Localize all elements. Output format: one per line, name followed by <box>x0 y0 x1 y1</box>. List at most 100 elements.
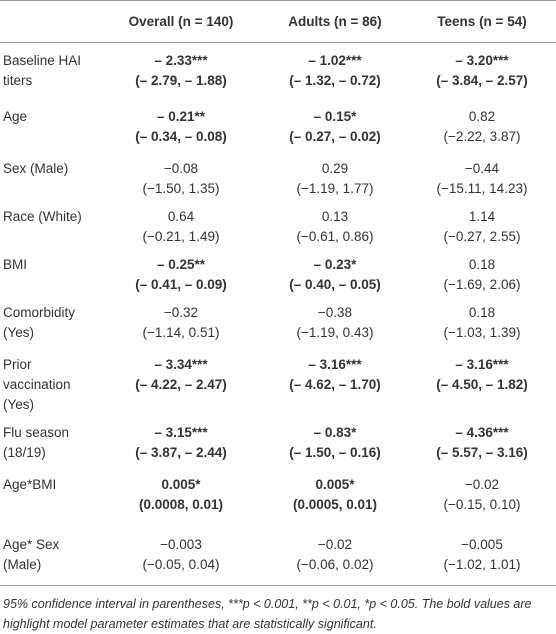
confidence-interval: (−1.19, 1.77) <box>296 180 374 196</box>
cell: – 0.15* (– 0.27, – 0.02) <box>262 99 408 151</box>
footnote: 95% confidence interval in parentheses, … <box>0 584 556 634</box>
cell: – 0.25** (– 0.41, – 0.09) <box>100 247 262 295</box>
confidence-interval: (−15.11, 14.23) <box>436 180 528 196</box>
confidence-interval: (−1.19, 0.43) <box>296 324 374 340</box>
cell: – 0.21** (– 0.34, – 0.08) <box>100 99 262 151</box>
estimate: 0.64 <box>167 208 195 224</box>
cell: – 1.02*** (– 1.32, – 0.72) <box>262 43 408 99</box>
table-row: BMI – 0.25** (– 0.41, – 0.09) – 0.23* (– 0.4… <box>0 247 556 295</box>
table-row: Age* Sex (Male) −0.003 (−0.05, 0.04) −0.02 (… <box>0 527 556 579</box>
estimate: −0.32 <box>163 304 199 320</box>
confidence-interval: (−0.21, 1.49) <box>142 228 220 244</box>
estimate: −0.44 <box>464 160 500 176</box>
estimate: −0.003 <box>160 536 202 552</box>
cell: – 3.16*** (– 4.50, – 1.82) <box>408 347 556 415</box>
cell: 0.29 (−1.19, 1.77) <box>262 151 408 199</box>
estimate: – 0.23* <box>313 256 357 272</box>
estimate: 0.18 <box>468 256 496 272</box>
confidence-interval: (−1.50, 1.35) <box>142 180 220 196</box>
cell: −0.44 (−15.11, 14.23) <box>408 151 556 199</box>
estimate: −0.02 <box>317 536 353 552</box>
table-row: Age – 0.21** (– 0.34, – 0.08) – 0.15* (– 0.2… <box>0 99 556 151</box>
estimate: – 3.16*** <box>455 356 509 372</box>
estimate: – 3.16*** <box>308 356 362 372</box>
estimate: – 1.02*** <box>308 53 362 68</box>
table-row: Age*BMI 0.005* (0.0008, 0.01) 0.005* (0.0005… <box>0 467 556 527</box>
confidence-interval: (– 1.50, – 0.16) <box>289 444 381 460</box>
column-header: Adults (n = 86) <box>262 0 408 43</box>
cell: – 3.20*** (– 3.84, – 2.57) <box>408 43 556 99</box>
confidence-interval: (−0.61, 0.86) <box>296 228 374 244</box>
estimate: 0.29 <box>321 160 349 176</box>
estimate: 1.14 <box>468 208 496 224</box>
cell: 0.64 (−0.21, 1.49) <box>100 199 262 247</box>
confidence-interval: (−1.14, 0.51) <box>142 324 220 340</box>
cell: – 3.34*** (– 4.22, – 2.47) <box>100 347 262 415</box>
confidence-interval: (– 4.62, – 1.70) <box>289 376 381 392</box>
estimate: – 3.34*** <box>154 356 208 372</box>
confidence-interval: (−2.22, 3.87) <box>443 128 521 144</box>
confidence-interval: (– 3.84, – 2.57) <box>436 73 528 88</box>
estimate: 0.005* <box>315 476 355 492</box>
confidence-interval: (– 5.57, – 3.16) <box>436 444 528 460</box>
confidence-interval: (– 3.87, – 2.44) <box>135 444 227 460</box>
confidence-interval: (−1.02, 1.01) <box>443 556 521 572</box>
cell: −0.005 (−1.02, 1.01) <box>408 527 556 579</box>
estimate: 0.82 <box>468 108 496 124</box>
estimate: – 0.83* <box>313 424 357 440</box>
estimate: −0.38 <box>317 304 353 320</box>
row-label: Race (White) <box>3 208 82 224</box>
estimate: 0.005* <box>161 476 201 492</box>
row-label: Age*BMI <box>3 476 57 492</box>
confidence-interval: (– 0.40, – 0.05) <box>289 276 381 292</box>
estimate: – 0.15* <box>313 108 357 124</box>
estimate: – 2.33*** <box>154 53 208 68</box>
cell: −0.32 (−1.14, 0.51) <box>100 295 262 347</box>
cell: −0.02 (−0.06, 0.02) <box>262 527 408 579</box>
cell: 0.18 (−1.69, 2.06) <box>408 247 556 295</box>
estimate: – 0.21** <box>156 108 206 124</box>
column-header: Teens (n = 54) <box>408 0 556 43</box>
estimate: – 3.15*** <box>154 424 208 440</box>
estimate: – 0.25** <box>156 256 206 272</box>
confidence-interval: (– 0.27, – 0.02) <box>289 128 381 144</box>
estimate: 0.18 <box>468 304 496 320</box>
row-label: Sex (Male) <box>3 160 69 176</box>
cell: 0.13 (−0.61, 0.86) <box>262 199 408 247</box>
cell: −0.38 (−1.19, 0.43) <box>262 295 408 347</box>
cell: – 3.15*** (– 3.87, – 2.44) <box>100 415 262 467</box>
estimate: −0.02 <box>464 476 500 492</box>
confidence-interval: (−0.27, 2.55) <box>443 228 521 244</box>
column-header <box>0 0 100 43</box>
estimate: 0.13 <box>321 208 349 224</box>
confidence-interval: (0.0008, 0.01) <box>138 496 224 512</box>
confidence-interval: (−0.06, 0.02) <box>296 556 374 572</box>
confidence-interval: (0.0005, 0.01) <box>292 496 378 512</box>
estimate: – 4.36*** <box>455 424 509 440</box>
column-header: Overall (n = 140) <box>100 0 262 43</box>
cell: −0.003 (−0.05, 0.04) <box>100 527 262 579</box>
table-row: Baseline HAI titers – 2.33*** (– 2.79, – 1… <box>0 43 556 99</box>
cell: – 2.33*** (– 2.79, – 1.88) <box>100 43 262 99</box>
row-label: Flu season (18/19) <box>3 424 70 460</box>
table-row: Race (White) 0.64 (−0.21, 1.49) 0.13 (−0.61,… <box>0 199 556 247</box>
table-row: Comorbidity (Yes) −0.32 (−1.14, 0.51) −0.38… <box>0 295 556 347</box>
cell: – 0.83* (– 1.50, – 0.16) <box>262 415 408 467</box>
cell: – 4.36*** (– 5.57, – 3.16) <box>408 415 556 467</box>
table-row: Sex (Male) −0.08 (−1.50, 1.35) 0.29 (−1.19, … <box>0 151 556 199</box>
cell: 0.005* (0.0008, 0.01) <box>100 467 262 527</box>
estimate: −0.08 <box>163 160 199 176</box>
table-row: Prior vaccination (Yes) – 3.34*** (– 4.22,… <box>0 347 556 415</box>
row-label: Prior vaccination (Yes) <box>3 356 71 412</box>
cell: 0.18 (−1.03, 1.39) <box>408 295 556 347</box>
cell: 0.005* (0.0005, 0.01) <box>262 467 408 527</box>
table-row: Flu season (18/19) – 3.15*** (– 3.87, – 2.… <box>0 415 556 467</box>
cell: 1.14 (−0.27, 2.55) <box>408 199 556 247</box>
confidence-interval: (−0.05, 0.04) <box>142 556 220 572</box>
confidence-interval: (−0.15, 0.10) <box>443 496 521 512</box>
cell: – 3.16*** (– 4.62, – 1.70) <box>262 347 408 415</box>
confidence-interval: (– 2.79, – 1.88) <box>135 73 227 88</box>
cell: −0.02 (−0.15, 0.10) <box>408 467 556 527</box>
results-table: Overall (n = 140) Adults (n = 86) Teens (n… <box>0 0 556 579</box>
